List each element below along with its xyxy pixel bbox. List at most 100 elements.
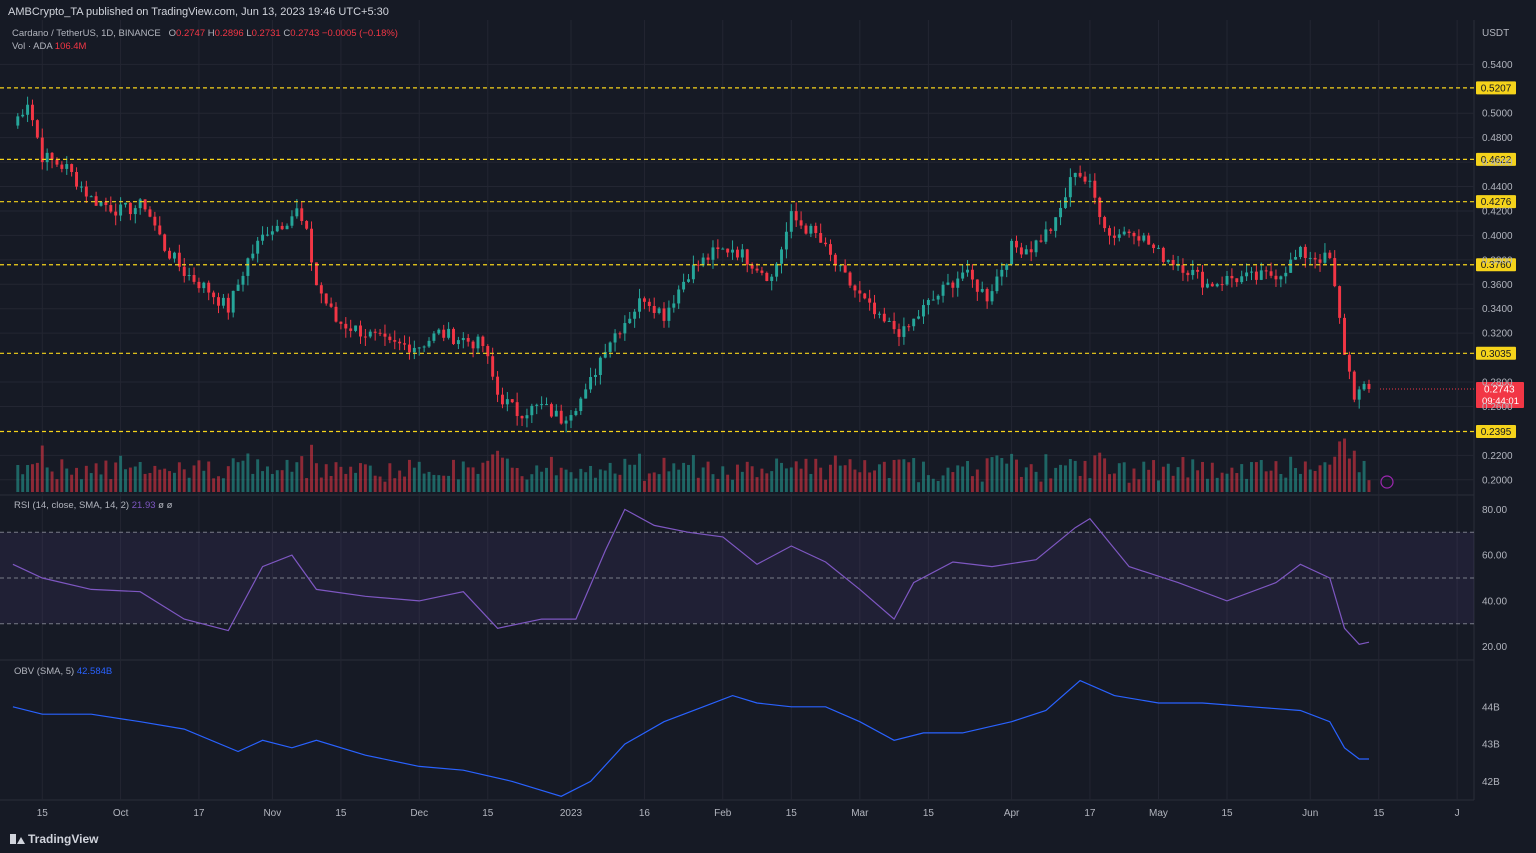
volume-bar [1000, 458, 1004, 492]
volume-bar [305, 478, 309, 492]
candle-body [618, 333, 622, 335]
volume-bar [256, 459, 260, 492]
volume-bar [877, 464, 881, 492]
candle-body [877, 313, 881, 315]
volume-bar [109, 479, 113, 492]
volume-bar [1357, 472, 1361, 492]
candle-body [961, 272, 965, 279]
obv-legend[interactable]: OBV (SMA, 5) 42.584B [14, 666, 112, 677]
ohlc-o-label: O [168, 28, 177, 39]
candle-body [750, 264, 754, 269]
candle-body [941, 284, 945, 296]
volume-bar [1166, 463, 1170, 492]
candle-body [1323, 252, 1327, 263]
volume-bar [1259, 460, 1263, 492]
volume-bar [1112, 473, 1116, 492]
candle-body [873, 302, 876, 315]
volume-bar [804, 458, 808, 492]
volume-bar [84, 465, 88, 492]
candle-body [138, 199, 142, 209]
volume-bar [1313, 470, 1317, 492]
volume-bar [642, 480, 646, 492]
currency-label: USDT [1482, 28, 1509, 39]
volume-bar [1093, 455, 1097, 492]
volume-bar [437, 475, 441, 492]
candle-body [549, 404, 553, 417]
candle-body [226, 297, 230, 313]
volume-bar [456, 479, 460, 492]
volume-bar [843, 465, 847, 492]
main-legend[interactable]: Cardano / TetherUS, 1D, BINANCE O0.2747 … [12, 28, 398, 39]
tradingview-logo[interactable]: TradingView [10, 832, 98, 846]
volume-bar [721, 466, 725, 492]
volume-bar [515, 467, 519, 492]
volume-bar [1338, 441, 1342, 492]
candle-body [628, 318, 632, 324]
volume-bar [1137, 479, 1141, 492]
candle-body [207, 282, 211, 293]
candle-body [407, 344, 411, 353]
logo-text: TradingView [28, 832, 99, 846]
candle-body [1078, 172, 1082, 177]
volume-bar [740, 471, 744, 492]
last-price-tag [1476, 381, 1524, 408]
candle-body [119, 204, 123, 216]
volume-bar [212, 478, 216, 492]
volume-bar [554, 475, 558, 492]
volume-bar [980, 481, 984, 492]
volume-bar [334, 462, 338, 492]
volume-bar [231, 458, 235, 492]
candle-body [1343, 317, 1346, 355]
candlestick-series [16, 96, 1371, 433]
candle-body [1049, 229, 1053, 231]
candle-body [1161, 247, 1165, 262]
volume-bar [270, 473, 274, 492]
ohlc-c-label: C [283, 28, 291, 39]
volume-bar [1250, 462, 1253, 492]
volume-bar [1024, 467, 1028, 492]
candle-body [339, 321, 343, 324]
candle-body [1073, 172, 1077, 178]
candle-body [1108, 228, 1111, 236]
volume-bar [613, 473, 617, 492]
candle-body [158, 225, 162, 235]
volume-bar [824, 479, 828, 492]
volume-bar [667, 471, 671, 492]
volume-legend[interactable]: Vol · ADA 106.4M [12, 41, 86, 52]
volume-bar [922, 461, 925, 492]
candle-body [647, 301, 651, 306]
volume-bar [1328, 464, 1332, 492]
candle-body [868, 298, 872, 303]
candle-body [403, 343, 407, 345]
candle-body [1186, 272, 1190, 276]
candle-body [687, 279, 690, 282]
candle-body [1019, 247, 1023, 255]
volume-bars [16, 438, 1371, 492]
volume-bar [261, 471, 265, 492]
candle-body [603, 351, 607, 358]
volume-bar [339, 466, 343, 492]
volume-bar [363, 464, 367, 492]
candle-body [677, 289, 681, 304]
candle-body [775, 263, 779, 277]
volume-bar [1127, 482, 1131, 492]
volume-bar [1049, 478, 1053, 492]
candle-body [569, 415, 573, 421]
volume-bar [1240, 464, 1244, 492]
price-tick-label: 0.4400 [1482, 182, 1513, 193]
volume-bar [295, 462, 299, 492]
volume-bar [1318, 465, 1322, 492]
candle-body [422, 346, 426, 348]
volume-bar [505, 458, 509, 492]
x-tick-label: 15 [482, 808, 494, 819]
volume-bar [486, 460, 490, 492]
volume-bar [608, 462, 612, 492]
candle-body [902, 326, 906, 337]
volume-bar [1352, 450, 1356, 492]
rsi-legend[interactable]: RSI (14, close, SMA, 14, 2) 21.93 ø ø [14, 500, 172, 511]
volume-bar [1117, 463, 1121, 492]
volume-bar [970, 476, 974, 492]
volume-bar [1294, 468, 1298, 492]
candle-body [1117, 234, 1121, 238]
volume-bar [407, 459, 411, 492]
